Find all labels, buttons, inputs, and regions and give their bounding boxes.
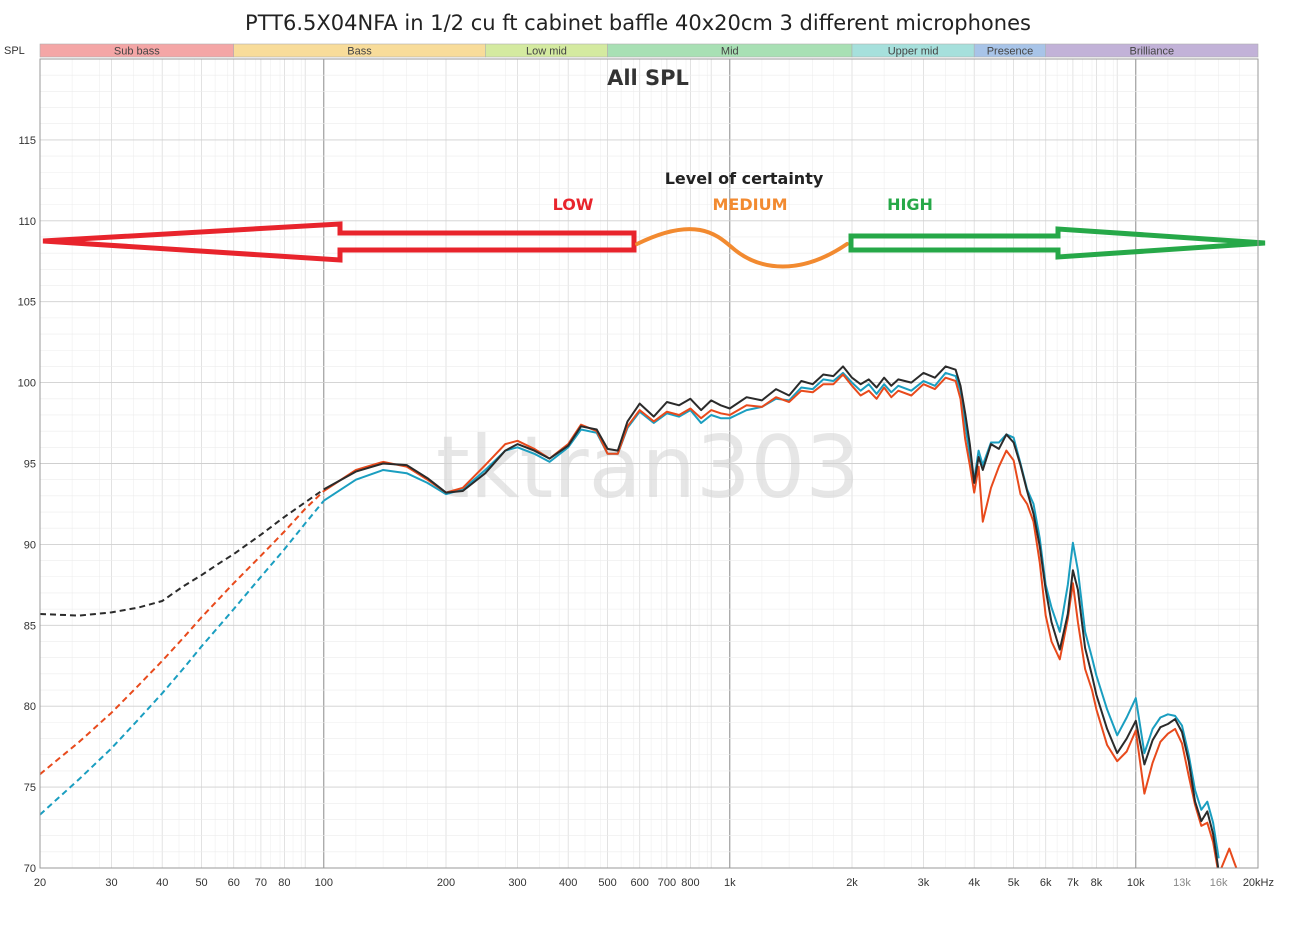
band-label: Low mid — [526, 46, 567, 58]
y-tick-label: 110 — [18, 216, 36, 228]
x-tick-label: 600 — [631, 877, 649, 889]
x-tick-label: 3k — [918, 877, 930, 889]
band-label: Sub bass — [114, 46, 160, 58]
microphone-1-dashed-line — [40, 488, 325, 617]
band-brilliance — [1045, 43, 1259, 58]
medium-certainty-wave — [635, 227, 849, 269]
x-tick-label: 16k — [1210, 877, 1228, 889]
y-tick-label: 75 — [24, 782, 36, 794]
x-tick-label: 200 — [437, 877, 455, 889]
x-tick-label: 5k — [1008, 877, 1020, 889]
x-tick-label: 20kHz — [1243, 877, 1274, 889]
x-tick-label: 70 — [255, 877, 267, 889]
chart-title: PTT6.5X04NFA in 1/2 cu ft cabinet baffle… — [245, 11, 1031, 35]
y-tick-label: 105 — [18, 297, 36, 309]
y-tick-label: 85 — [24, 620, 36, 632]
x-tick-label: 13k — [1173, 877, 1191, 889]
x-tick-label: 800 — [681, 877, 699, 889]
high-certainty-arrow — [848, 226, 1266, 260]
x-tick-label: 400 — [559, 877, 577, 889]
certainty-medium-label: MEDIUM — [713, 195, 788, 214]
frequency-band-bar: Sub bass Bass Low mid Mid Upper mid Presence B… — [39, 43, 1259, 58]
certainty-high-label: HIGH — [887, 195, 933, 214]
microphone-2-line — [323, 373, 1238, 868]
x-tick-labels: 20 30 40 50 60 70 80 100 200 300 400 500 600 700 800 1k… — [34, 877, 1274, 889]
series-lines — [40, 365, 1238, 868]
microphone-2-dashed-line — [40, 490, 325, 775]
band-label: Brilliance — [1130, 46, 1175, 58]
grid-lines — [39, 58, 1259, 869]
x-tick-label: 40 — [156, 877, 168, 889]
x-tick-label: 6k — [1040, 877, 1052, 889]
x-tick-label: 2k — [846, 877, 858, 889]
x-tick-label: 20 — [34, 877, 46, 889]
certainty-heading: Level of certainty — [665, 169, 824, 188]
x-tick-label: 4k — [968, 877, 980, 889]
y-tick-label: 90 — [24, 539, 36, 551]
band-label: Presence — [987, 46, 1033, 58]
band-label: Upper mid — [888, 46, 939, 58]
x-tick-label: 60 — [228, 877, 240, 889]
x-tick-label: 8k — [1091, 877, 1103, 889]
x-tick-label: 10k — [1127, 877, 1145, 889]
chart-subtitle: All SPL — [607, 66, 689, 90]
x-tick-label: 100 — [315, 877, 333, 889]
y-tick-label: 70 — [24, 863, 36, 875]
x-tick-label: 80 — [278, 877, 290, 889]
y-tick-label: 80 — [24, 701, 36, 713]
low-certainty-arrow — [42, 221, 637, 263]
x-tick-label: 1k — [724, 877, 736, 889]
certainty-annotations: Level of certainty LOW MEDIUM HIGH — [42, 169, 1266, 269]
y-tick-label: 95 — [24, 459, 36, 471]
microphone-1-line — [323, 365, 1220, 868]
y-tick-label: 115 — [18, 135, 36, 147]
certainty-low-label: LOW — [553, 195, 594, 214]
y-axis-label: SPL — [4, 45, 25, 57]
x-tick-label: 30 — [105, 877, 117, 889]
band-label: Mid — [721, 46, 739, 58]
watermark: tktran303 — [436, 418, 860, 518]
x-tick-label: 500 — [598, 877, 616, 889]
x-tick-label: 50 — [195, 877, 207, 889]
x-tick-label: 700 — [658, 877, 676, 889]
x-tick-label: 7k — [1067, 877, 1079, 889]
y-tick-label: 100 — [18, 378, 36, 390]
y-tick-labels: 70 75 80 85 90 95 100 105 110 115 — [18, 135, 36, 875]
x-tick-label: 300 — [508, 877, 526, 889]
band-label: Bass — [347, 46, 372, 58]
microphone-3-dashed-line — [40, 500, 325, 816]
plot-frame — [39, 58, 1259, 869]
